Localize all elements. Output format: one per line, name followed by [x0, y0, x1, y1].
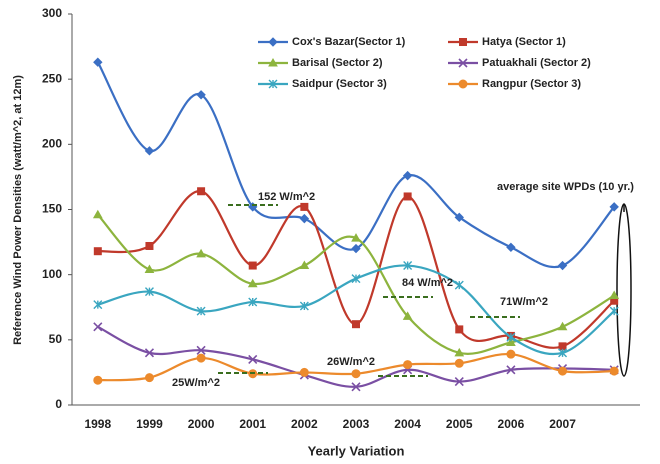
marker [609, 202, 619, 212]
marker [454, 280, 464, 290]
marker [455, 325, 464, 334]
marker [93, 375, 103, 385]
y-tick-label: 50 [49, 332, 63, 346]
marker [248, 261, 257, 270]
x-axis-label: Yearly Variation [308, 443, 405, 458]
marker [247, 278, 258, 288]
marker [351, 243, 361, 254]
marker [558, 366, 568, 376]
x-tick-label: 2005 [446, 417, 473, 431]
marker [506, 337, 516, 346]
marker [454, 358, 464, 368]
marker [299, 260, 310, 270]
legend-label: Hatya (Sector 1) [482, 36, 566, 48]
marker [506, 365, 516, 375]
marker [145, 241, 154, 250]
y-tick-label: 0 [55, 397, 62, 411]
x-tick-label: 2003 [343, 417, 370, 431]
marker [351, 274, 361, 284]
marker [558, 348, 568, 358]
marker [248, 297, 258, 307]
marker [403, 261, 413, 271]
marker [351, 233, 361, 242]
marker [93, 57, 103, 67]
x-tick-label: 2007 [549, 417, 576, 431]
annotation: 71W/m^2 [500, 296, 548, 308]
legend-label: Rangpur (Sector 3) [482, 78, 581, 90]
marker [197, 187, 206, 196]
annotation: average site WPDs (10 yr.) [497, 181, 634, 193]
legend-label: Saidpur (Sector 3) [292, 78, 387, 90]
y-axis-label: Reference Wind Power Densities (watt/m^2… [12, 75, 24, 345]
marker [609, 306, 619, 316]
marker [299, 367, 309, 377]
marker [196, 345, 206, 355]
marker [299, 213, 310, 224]
marker [352, 320, 360, 329]
marker [558, 342, 567, 351]
x-tick-label: 1999 [136, 417, 163, 431]
marker [459, 38, 467, 46]
marker [196, 353, 206, 363]
marker [609, 366, 619, 376]
marker [557, 321, 568, 331]
marker [196, 90, 206, 100]
annotation: 84 W/m^2 [402, 277, 453, 289]
x-tick-label: 2006 [498, 417, 525, 431]
x-tick-label: 2004 [394, 417, 421, 431]
marker [144, 264, 155, 273]
marker [506, 242, 516, 253]
annotation: 25W/m^2 [172, 377, 220, 389]
marker [144, 146, 155, 156]
legend-label: Barisal (Sector 2) [292, 57, 383, 69]
x-tick-label: 2001 [239, 417, 266, 431]
marker [93, 322, 103, 332]
marker [268, 57, 278, 67]
y-tick-label: 150 [42, 202, 62, 216]
marker [144, 373, 154, 383]
series-line [96, 61, 616, 269]
marker [92, 209, 103, 219]
marker [402, 170, 413, 181]
marker [454, 212, 464, 223]
y-tick-label: 200 [42, 137, 62, 151]
marker [144, 287, 154, 297]
marker [299, 301, 309, 311]
marker [93, 247, 102, 256]
marker [506, 349, 516, 359]
marker [506, 332, 516, 342]
marker [402, 311, 413, 320]
y-tick-label: 100 [42, 267, 62, 281]
marker [300, 202, 309, 211]
highlight-ellipse [616, 203, 632, 377]
marker [403, 192, 412, 201]
marker [351, 382, 361, 392]
marker [454, 347, 465, 357]
x-tick-label: 2000 [188, 417, 215, 431]
marker [458, 58, 468, 68]
marker [557, 260, 568, 271]
marker [609, 290, 620, 300]
marker [144, 348, 155, 358]
y-tick-label: 300 [42, 6, 62, 20]
annotation: 152 W/m^2 [258, 191, 315, 203]
marker [196, 248, 206, 258]
x-tick-label: 1998 [84, 417, 111, 431]
marker [351, 369, 361, 379]
marker [196, 306, 206, 316]
y-tick-label: 250 [42, 71, 62, 85]
legend-label: Patuakhali (Sector 2) [482, 57, 591, 69]
annotation: 26W/m^2 [327, 356, 375, 368]
marker [268, 79, 278, 89]
marker [93, 300, 103, 310]
marker [268, 37, 278, 47]
marker [454, 376, 464, 387]
marker [248, 354, 258, 364]
x-tick-label: 2002 [291, 417, 318, 431]
marker [403, 360, 413, 370]
legend-label: Cox's Bazar(Sector 1) [292, 36, 406, 48]
marker [458, 79, 468, 89]
